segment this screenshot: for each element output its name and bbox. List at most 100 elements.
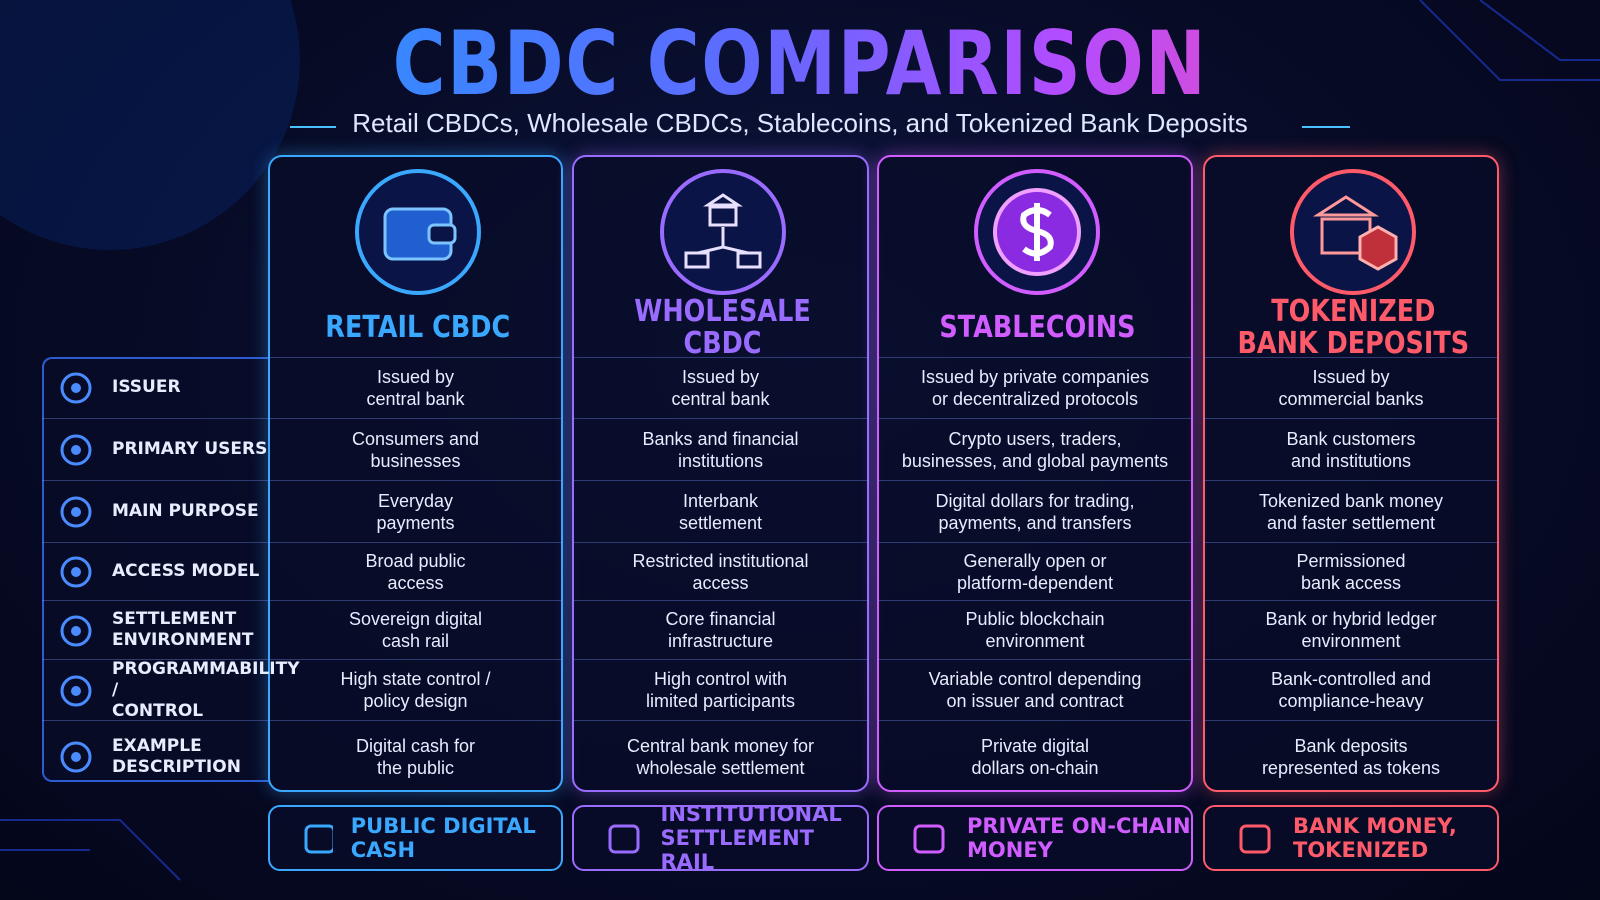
cell: Issued by central bank	[572, 357, 869, 418]
row-icon	[60, 372, 92, 403]
cell-line: represented as tokens	[1261, 757, 1441, 778]
cell-line: payments, and transfers	[938, 512, 1132, 533]
cell-line: Variable control depending	[928, 669, 1142, 689]
cell: Generally open or platform-dependent	[877, 542, 1193, 600]
cell-line: Sovereign digital	[348, 609, 483, 629]
cell-line: Tokenized bank money	[1258, 490, 1444, 511]
row-label-line: CONTROL	[112, 700, 204, 721]
cell: Bank deposits represented as tokens	[1203, 720, 1499, 792]
icon-part	[1020, 203, 1054, 261]
cell: Core financial infrastructure	[572, 600, 869, 659]
cell-line: Public blockchain	[965, 609, 1105, 629]
cell-line: Bank customers	[1286, 428, 1416, 449]
icon-part	[684, 251, 709, 269]
tagline: BANK MONEY, TOKENIZED	[1203, 805, 1499, 871]
icon-part	[71, 507, 81, 517]
cell: Bank customers and institutions	[1203, 418, 1499, 480]
cell-line: commercial banks	[1278, 389, 1424, 409]
row-label: PROGRAMMABILITY / CONTROL	[42, 659, 300, 721]
column-icon	[974, 169, 1100, 295]
column-card: RETAIL CBDC	[268, 155, 563, 792]
cell-line: Issued by	[681, 367, 760, 387]
icon-part	[60, 615, 92, 646]
cell-line: cash rail	[381, 631, 450, 651]
cell: Variable control depending on issuer and …	[877, 659, 1193, 720]
cell: Bank or hybrid ledger environment	[1203, 600, 1499, 659]
icon-part	[60, 372, 92, 403]
icon-part	[71, 625, 81, 636]
column-title: WHOLESALE CBDC	[596, 296, 848, 360]
cell-line: businesses, and global payments	[901, 450, 1169, 471]
cell: Bank-controlled and compliance-heavy	[1203, 659, 1499, 720]
cell-line: Core financial	[665, 609, 776, 629]
cell: Issued by central bank	[268, 357, 563, 418]
cell-line: and faster settlement	[1266, 512, 1436, 533]
row-icon	[60, 741, 92, 773]
row-label: PRIMARY USERS	[42, 418, 268, 480]
circuit	[1419, 0, 1600, 81]
cell-line: environment	[1301, 631, 1401, 651]
row-label-line: MAIN PURPOSE	[112, 501, 259, 521]
label-panel	[42, 357, 270, 782]
cell-line: Crypto users, traders,	[948, 428, 1122, 449]
cell-line: Central bank money for	[626, 735, 815, 756]
cell: Broad public access	[268, 542, 563, 600]
cell-line: Issued by private companies	[920, 367, 1150, 387]
cell: Sovereign digital cash rail	[268, 600, 563, 659]
column-title-box: WHOLESALE CBDC	[574, 296, 871, 360]
row-label-line: PRIMARY USERS	[112, 439, 268, 459]
row-icon	[60, 615, 92, 646]
row-label-line: SETTLEMENT	[112, 609, 237, 629]
cell-line: Consumers and	[351, 428, 480, 449]
tagline-icon	[608, 824, 640, 854]
cell-line: central bank	[671, 389, 770, 409]
column-title-box: RETAIL CBDC	[270, 297, 565, 359]
cell-line: dollars on-chain	[971, 757, 1099, 778]
cell-line: environment	[985, 631, 1085, 651]
title: CBDC COMPARISON	[144, 12, 1456, 115]
icon-ring	[1290, 169, 1416, 295]
icon-part	[71, 752, 81, 762]
tagline-icon	[913, 824, 945, 854]
cell-line: on issuer and contract	[946, 691, 1124, 711]
icon-part	[427, 223, 456, 245]
icon-part	[913, 824, 945, 854]
column-icon	[659, 169, 786, 295]
column-title: TOKENIZED BANK DEPOSITS	[1237, 296, 1469, 360]
tagline: INSTITUTIONAL SETTLEMENT RAIL	[572, 802, 869, 874]
tagline-text: PUBLIC DIGITAL CASH	[351, 814, 561, 862]
subtitle: Retail CBDCs, Wholesale CBDCs, Stablecoi…	[352, 108, 1248, 138]
tagline: PUBLIC DIGITAL CASH	[268, 805, 563, 871]
cell-line: Digital cash for	[355, 735, 476, 756]
cell-line: Issued by	[1312, 367, 1390, 387]
column-card: TOKENIZED BANK DEPOSITS	[1203, 155, 1499, 792]
tagline-line: INSTITUTIONAL	[660, 802, 842, 826]
row-icon	[60, 496, 92, 528]
cell: Issued by commercial banks	[1203, 357, 1499, 418]
cell-line: central bank	[366, 389, 465, 409]
cell-line: Everyday	[377, 490, 454, 511]
icon-part	[304, 824, 333, 854]
cell-line: access	[387, 572, 444, 593]
cell-line: businesses	[370, 450, 461, 471]
column-title-line: RETAIL CBDC	[325, 310, 510, 345]
cell: Permissioned bank access	[1203, 542, 1499, 600]
cell-line: access	[692, 572, 749, 593]
icon-part	[1358, 225, 1398, 271]
column-icon	[354, 169, 481, 295]
row-icon	[60, 556, 92, 588]
icon-part	[71, 445, 81, 455]
cell-line: Bank deposits	[1294, 735, 1408, 756]
icon-part	[60, 675, 92, 706]
cell: Digital dollars for trading, payments, an…	[877, 480, 1193, 542]
cell-line: Digital dollars for trading,	[935, 490, 1135, 511]
column-title: RETAIL CBDC	[325, 312, 510, 344]
cell: High control with limited participants	[572, 659, 869, 720]
circuit	[0, 819, 181, 881]
tagline-icon	[1239, 824, 1271, 854]
cell-line: Bank-controlled and	[1270, 669, 1432, 689]
row-label-line: EXAMPLE DESCRIPTION	[112, 735, 241, 777]
column-title-box: TOKENIZED BANK DEPOSITS	[1205, 296, 1501, 360]
cell-line: High control with	[653, 669, 788, 689]
cell-line: Banks and financial	[642, 428, 799, 449]
